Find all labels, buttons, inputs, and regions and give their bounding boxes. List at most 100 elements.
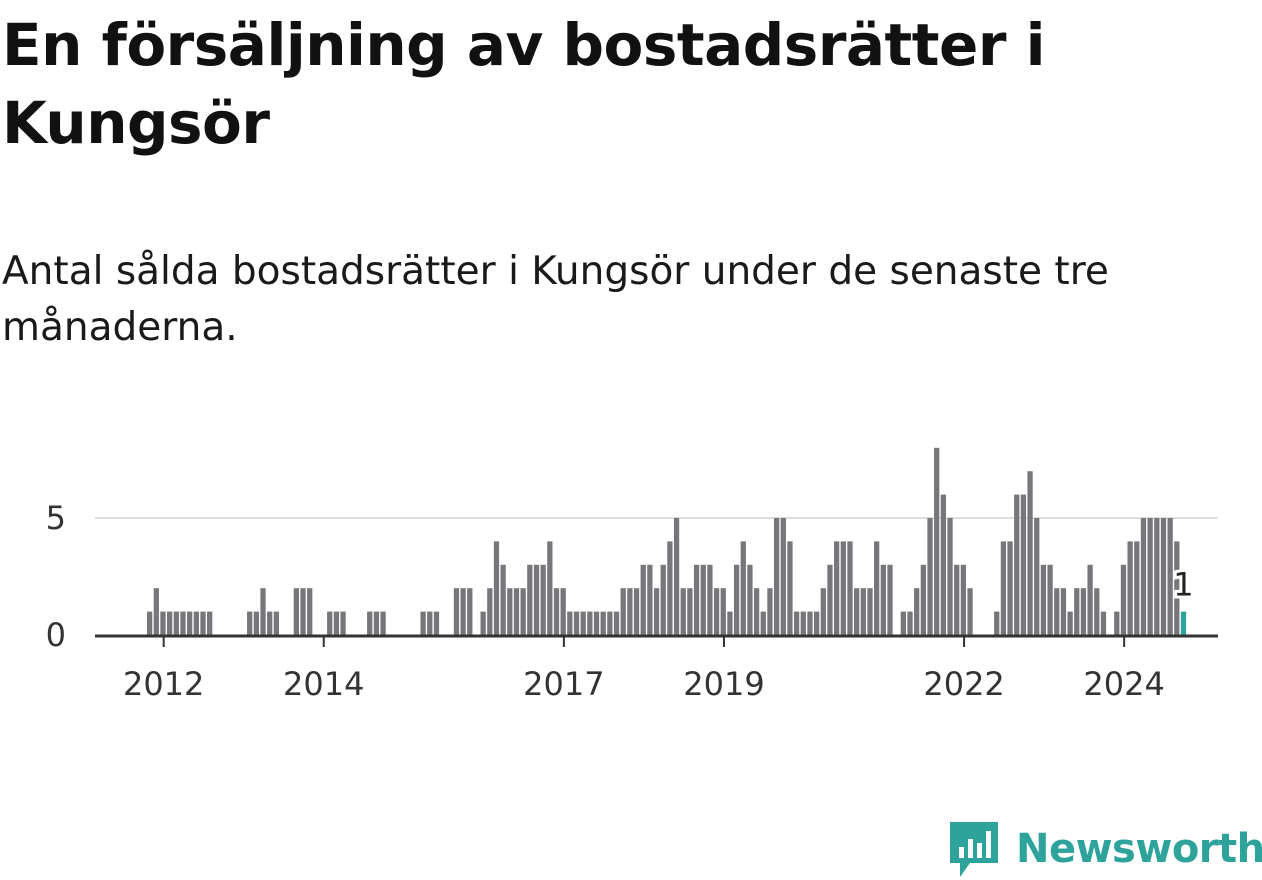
highlighted-bar-label: 1 [1173, 566, 1193, 604]
bar [760, 611, 766, 635]
x-tick-label: 2014 [283, 665, 364, 703]
bar [940, 494, 946, 635]
bar [587, 611, 593, 635]
bar [1100, 611, 1107, 635]
bar [187, 611, 193, 635]
bar [827, 564, 833, 635]
bar [707, 564, 713, 635]
x-tick-label: 2022 [923, 665, 1004, 703]
y-tick-label: 0 [46, 616, 66, 654]
bar [527, 564, 533, 635]
bar [1060, 588, 1067, 635]
bar [934, 447, 940, 635]
bar [874, 541, 880, 635]
bar [273, 611, 279, 635]
newsworthy-logo: Newsworthy [950, 818, 1262, 880]
bar [560, 588, 566, 635]
bar [1114, 611, 1120, 635]
bar [687, 588, 693, 635]
chart-subtitle: Antal sålda bostadsrätter i Kungsör unde… [2, 249, 1109, 350]
bar [1000, 541, 1007, 635]
bar [927, 518, 933, 635]
bar [693, 564, 700, 635]
bar [820, 588, 826, 635]
bar [1134, 541, 1140, 635]
bar [607, 611, 613, 635]
bar [327, 611, 333, 635]
bar [753, 588, 760, 635]
bar [547, 541, 553, 635]
bar [167, 611, 173, 635]
bar [854, 588, 860, 635]
bar [834, 541, 840, 635]
bar [493, 541, 500, 635]
x-tick-label: 2019 [683, 665, 764, 703]
bar [660, 564, 666, 635]
bar [807, 611, 813, 635]
bar [773, 518, 780, 635]
bar [994, 611, 1000, 635]
bar [573, 611, 580, 635]
bar [207, 611, 213, 635]
bar [1160, 518, 1167, 635]
bar [960, 564, 967, 635]
bar [180, 611, 186, 635]
bar [380, 611, 386, 635]
bar [1140, 518, 1147, 635]
bar [480, 611, 486, 635]
bar [1020, 494, 1027, 635]
bar [733, 564, 740, 635]
bar [267, 611, 273, 635]
bar [600, 611, 606, 635]
bar [1027, 471, 1033, 635]
bar [847, 541, 853, 635]
bar [1074, 588, 1080, 635]
bar [1094, 588, 1100, 635]
bar [460, 588, 466, 635]
bar [540, 564, 546, 635]
bar [1154, 518, 1160, 635]
bar [1047, 564, 1053, 635]
bar [293, 588, 300, 635]
bar [747, 564, 753, 635]
bar [1054, 588, 1060, 635]
bar [533, 564, 540, 635]
bar [247, 611, 253, 635]
chart-title: En försäljning av bostadsrätter i Kungsö… [2, 11, 1046, 157]
bar [787, 541, 793, 635]
bar [640, 564, 646, 635]
bar [613, 611, 620, 635]
bar [500, 564, 506, 635]
bars [147, 447, 1187, 635]
bar [453, 588, 460, 635]
x-tick-label: 2012 [123, 665, 204, 703]
bar [367, 611, 373, 635]
highlighted-bar [1180, 611, 1187, 635]
bar [954, 564, 960, 635]
bar [673, 518, 680, 635]
bar [307, 588, 313, 635]
bar [907, 611, 913, 635]
bar [193, 611, 199, 635]
bar [680, 588, 686, 635]
bar [1147, 518, 1153, 635]
bar [513, 588, 520, 635]
bar [713, 588, 720, 635]
y-tick-label: 5 [46, 499, 66, 537]
bar [1034, 518, 1040, 635]
bar [333, 611, 340, 635]
bar [720, 588, 726, 635]
bar [160, 611, 166, 635]
bar [780, 518, 786, 635]
bar [593, 611, 600, 635]
bar [967, 588, 973, 635]
x-tick-label: 2017 [523, 665, 604, 703]
bar [1067, 611, 1073, 635]
bar [887, 564, 893, 635]
bar [793, 611, 800, 635]
bar [487, 588, 493, 635]
bar [580, 611, 586, 635]
newsworthy-bar-chart-icon [950, 822, 998, 877]
bar [653, 588, 660, 635]
